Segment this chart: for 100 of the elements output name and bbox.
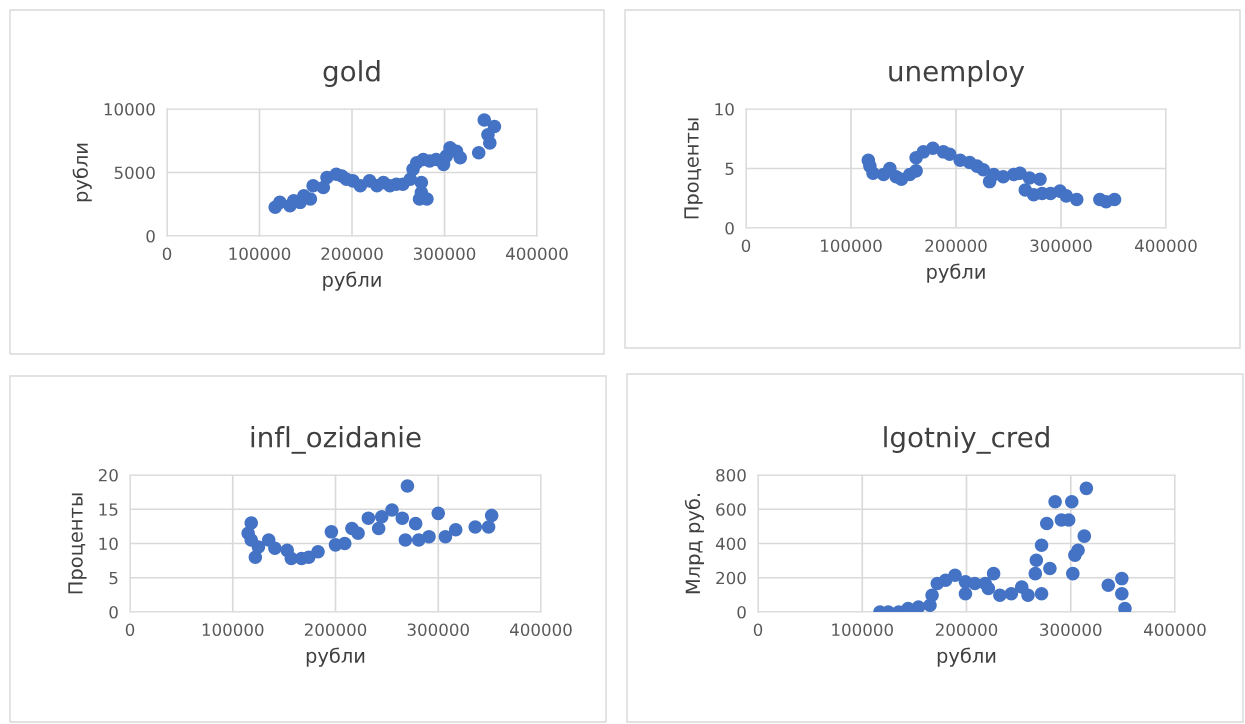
point [1004, 586, 1019, 601]
point [487, 119, 502, 134]
point [408, 516, 423, 531]
x-tick-label: 100000 [821, 239, 882, 253]
point [926, 141, 940, 156]
point [251, 540, 266, 554]
point [1065, 494, 1079, 509]
point [351, 526, 365, 540]
x-tick-label: 200000 [935, 623, 998, 637]
y-tick-label: 20 [98, 468, 118, 482]
point [1101, 578, 1116, 593]
y-tick-label: 0 [725, 221, 734, 235]
point [1028, 566, 1043, 581]
point [337, 536, 352, 551]
y-tick-label: 5 [109, 571, 118, 585]
point [1107, 192, 1122, 207]
y-tick-label: 15 [99, 503, 118, 516]
point [911, 600, 926, 612]
point [1069, 192, 1084, 207]
x-tick-label: 300000 [413, 247, 476, 261]
point [1077, 529, 1092, 543]
x-tick-label: 0 [162, 247, 172, 261]
point [1029, 553, 1044, 568]
point [453, 151, 467, 165]
point [268, 541, 282, 556]
point [958, 586, 973, 601]
y-tick-label: 200 [716, 571, 746, 585]
x-tick-label: 100000 [229, 247, 291, 261]
x-tick-label: 300000 [1040, 623, 1102, 637]
x-tick-label: 400000 [510, 623, 572, 637]
y-tick-label: 5000 [114, 166, 155, 180]
y-axis-title: рубли [72, 143, 92, 202]
y-tick-label: 5 [725, 162, 734, 176]
y-tick-label: 10 [99, 537, 118, 551]
point [385, 503, 399, 517]
x-tick-label: 100000 [202, 623, 264, 637]
point [324, 525, 339, 539]
y-tick-label: 0 [146, 229, 155, 243]
point [1034, 586, 1049, 601]
point [431, 506, 446, 521]
x-tick-label: 200000 [321, 247, 383, 261]
y-axis-title: Млрд руб. [684, 494, 704, 594]
y-tick-label: 10000 [104, 102, 155, 116]
x-tick-label: 0 [753, 623, 763, 637]
point [986, 566, 1001, 581]
point [1040, 516, 1054, 531]
chart-title: unemploy [889, 60, 1025, 87]
point [1079, 481, 1094, 496]
point [371, 521, 386, 536]
point [395, 511, 410, 525]
point [1021, 588, 1035, 602]
point [1071, 543, 1085, 557]
point [398, 533, 413, 547]
chart-title: infl_ozidanie [251, 426, 421, 454]
point [468, 520, 483, 534]
x-tick-label: 300000 [1030, 239, 1092, 253]
point [361, 511, 376, 525]
point [374, 510, 389, 524]
x-tick-label: 300000 [407, 623, 469, 637]
point [438, 529, 453, 544]
point [1115, 571, 1129, 586]
x-tick-label: 200000 [304, 623, 367, 637]
point [981, 581, 996, 596]
point [1034, 538, 1049, 552]
y-axis-title: Проценты [684, 118, 703, 219]
x-tick-label: 400000 [506, 247, 568, 261]
point [909, 164, 923, 178]
y-tick-label: 800 [716, 468, 746, 482]
x-axis-title: рубли [306, 647, 365, 667]
point [925, 588, 939, 602]
point [471, 146, 486, 160]
point [477, 113, 492, 127]
x-tick-label: 400000 [1135, 239, 1197, 253]
x-tick-label: 200000 [925, 239, 987, 253]
point [311, 544, 325, 559]
point [1048, 494, 1062, 509]
y-tick-label: 10 [715, 102, 734, 116]
chart-title: lgotniy_cred [884, 426, 1049, 454]
point [1043, 561, 1057, 576]
point [1033, 172, 1047, 186]
y-tick-label: 0 [109, 605, 118, 619]
chart-title: gold [323, 60, 380, 87]
point [400, 479, 415, 493]
x-axis-title: рубли [927, 263, 985, 283]
x-tick-label: 100000 [832, 623, 893, 637]
x-tick-label: 400000 [1144, 623, 1206, 637]
point [942, 147, 957, 161]
x-axis-title: рубли [937, 647, 996, 667]
point [1115, 586, 1129, 601]
x-axis-title: рубли [323, 271, 381, 291]
point [993, 588, 1007, 602]
y-axis-title: Проценты [68, 493, 87, 594]
y-tick-label: 0 [737, 605, 746, 619]
point [1066, 566, 1080, 581]
point [948, 568, 962, 582]
point [484, 508, 499, 523]
y-tick-label: 600 [716, 503, 746, 516]
point [448, 523, 463, 537]
y-tick-label: 400 [715, 537, 746, 551]
point [481, 520, 496, 534]
